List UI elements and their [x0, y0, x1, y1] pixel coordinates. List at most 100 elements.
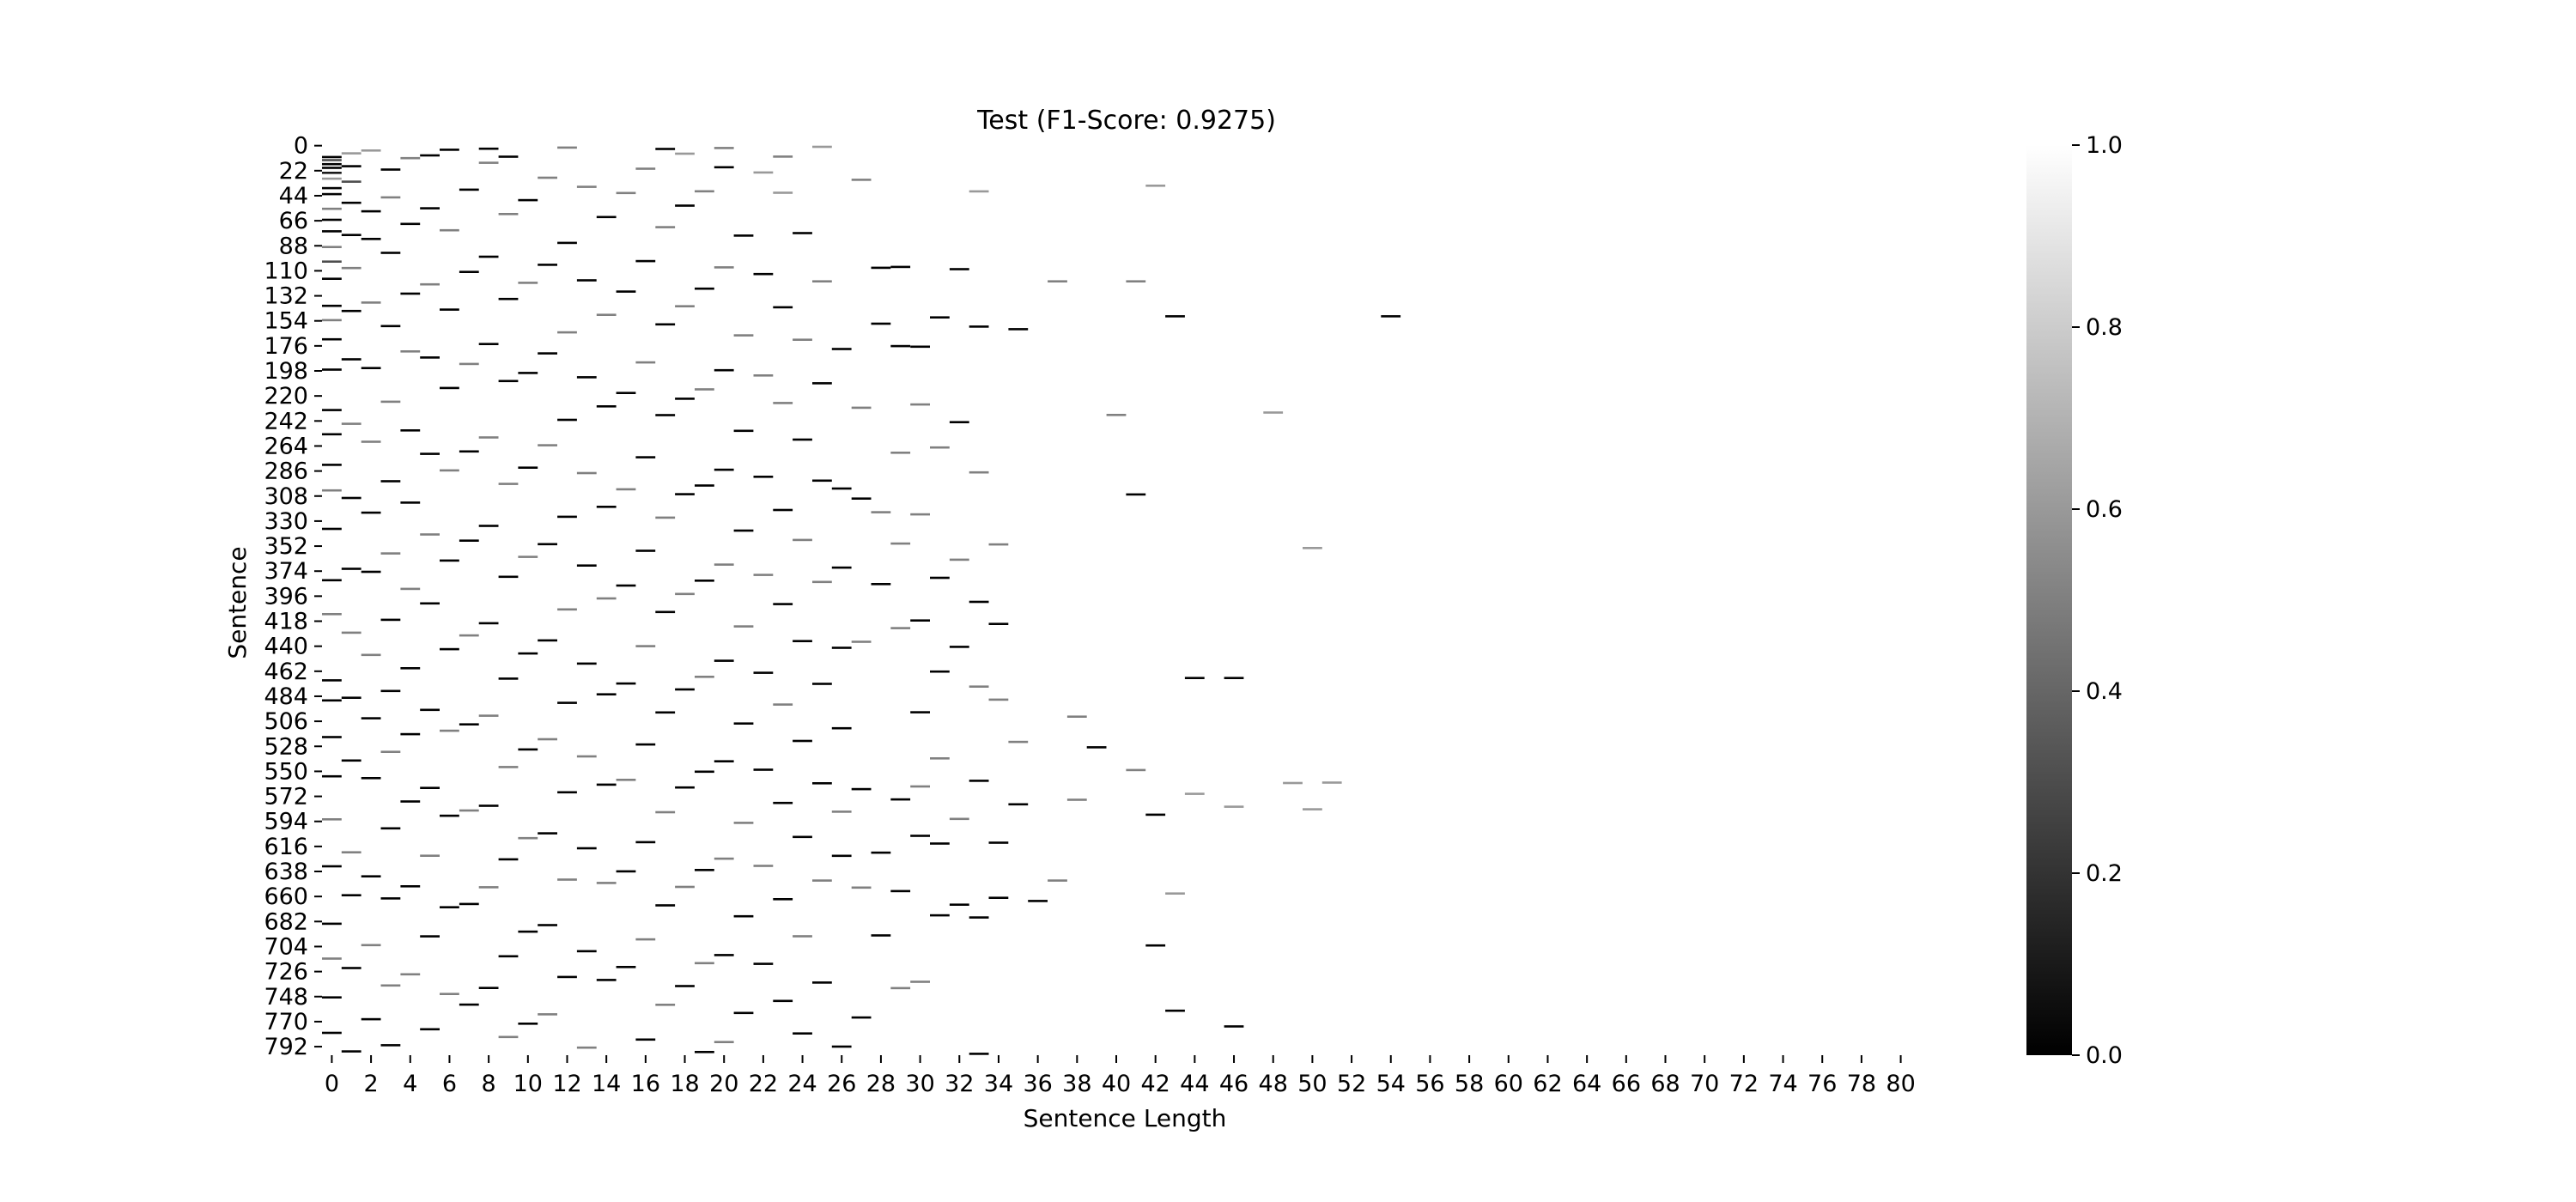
y-tick-label: 242	[264, 408, 308, 434]
colorbar-tick-label: 0.6	[2086, 496, 2123, 523]
x-tick-label: 4	[403, 1071, 417, 1097]
y-tick-label: 66	[279, 208, 308, 234]
heatmap-cell	[969, 916, 989, 919]
heatmap-cell	[498, 155, 519, 158]
heatmap-cell	[812, 981, 832, 984]
heatmap-cell	[1048, 280, 1067, 282]
heatmap-cell	[380, 897, 401, 900]
x-tick-label: 14	[592, 1071, 621, 1097]
heatmap-cell	[322, 162, 342, 166]
heatmap-cell	[695, 962, 714, 965]
y-tick-label: 330	[264, 508, 308, 535]
heatmap-cell	[322, 433, 342, 436]
heatmap-cell	[773, 999, 793, 1003]
heatmap-cell	[714, 266, 734, 269]
heatmap-cell	[538, 543, 557, 546]
heatmap-cell	[910, 711, 930, 713]
heatmap-cell	[322, 207, 342, 210]
x-tick-label: 34	[984, 1071, 1013, 1097]
heatmap-cell	[440, 993, 459, 995]
x-tick-label: 26	[827, 1071, 856, 1097]
heatmap-cell	[812, 683, 832, 685]
heatmap-cells	[322, 145, 1401, 1055]
heatmap-cell	[322, 818, 342, 821]
heatmap-cell	[538, 444, 557, 446]
heatmap-cell	[910, 785, 930, 788]
x-tick-label: 62	[1533, 1071, 1562, 1097]
heatmap-cell	[400, 885, 421, 888]
heatmap-cell	[361, 875, 381, 877]
heatmap-cell	[890, 798, 911, 801]
heatmap-cell	[714, 563, 734, 566]
heatmap-cell	[890, 344, 911, 348]
heatmap-cell	[538, 639, 557, 642]
heatmap-cell	[420, 356, 440, 359]
heatmap-cell	[949, 268, 969, 270]
heatmap-cell	[498, 955, 519, 958]
heatmap-cell	[440, 308, 459, 311]
heatmap-cell	[1263, 411, 1284, 414]
heatmap-cell	[890, 627, 911, 629]
heatmap-cell	[341, 358, 361, 361]
heatmap-cell	[341, 568, 361, 570]
heatmap-cell	[695, 676, 714, 678]
heatmap-cell	[322, 304, 342, 307]
heatmap-cell	[478, 986, 499, 989]
heatmap-cell	[1165, 892, 1185, 895]
heatmap-cell	[400, 292, 421, 295]
x-tick-label: 28	[866, 1071, 896, 1097]
x-tick-label: 50	[1297, 1071, 1327, 1097]
heatmap-cell	[420, 854, 440, 857]
y-tick-label: 638	[264, 859, 308, 885]
heatmap-cell	[675, 592, 695, 596]
heatmap-cell	[341, 851, 361, 853]
heatmap-cell	[851, 787, 872, 791]
heatmap-cell	[1145, 185, 1166, 187]
heatmap-cell	[1126, 280, 1146, 282]
heatmap-cell	[380, 750, 401, 753]
x-tick-label: 18	[670, 1071, 699, 1097]
heatmap-cell	[871, 583, 891, 586]
heatmap-cell	[793, 835, 812, 839]
heatmap-cell	[910, 513, 930, 516]
heatmap-cell	[380, 827, 401, 830]
heatmap-cell	[400, 429, 421, 432]
y-tick-label: 594	[264, 809, 308, 835]
heatmap-cell	[1106, 414, 1127, 416]
heatmap-cell	[831, 1045, 852, 1048]
x-tick-label: 76	[1807, 1071, 1837, 1097]
heatmap-cell	[675, 885, 695, 889]
x-tick-label: 16	[631, 1071, 660, 1097]
y-tick-label: 220	[264, 383, 308, 410]
heatmap-cell	[793, 1032, 812, 1035]
colorbar-ticks: 0.0 0.2 0.4 0.6 0.8 1.0	[2072, 132, 2123, 1069]
heatmap-cell	[459, 1003, 479, 1006]
heatmap-cell	[675, 398, 695, 400]
heatmap-cell	[616, 966, 636, 968]
y-tick-label: 682	[264, 908, 308, 935]
x-tick-label: 2	[364, 1071, 379, 1097]
heatmap-cell	[1184, 677, 1205, 679]
heatmap-cell	[695, 287, 714, 290]
x-tick-label: 8	[482, 1071, 496, 1097]
heatmap-cell	[675, 152, 695, 155]
heatmap-cell	[616, 779, 636, 781]
heatmap-cell	[400, 350, 421, 353]
heatmap-cell	[733, 722, 754, 725]
heatmap-cell	[361, 440, 381, 443]
heatmap-cell	[812, 580, 832, 584]
heatmap-cell	[576, 279, 597, 282]
heatmap-cell	[557, 146, 577, 149]
heatmap-cell	[1303, 547, 1322, 549]
heatmap-cell	[420, 282, 440, 286]
heatmap-cell	[616, 682, 636, 685]
heatmap-cell	[440, 647, 459, 651]
x-tick-label: 32	[945, 1071, 974, 1097]
heatmap-cell	[635, 841, 656, 844]
heatmap-cell	[1126, 493, 1146, 496]
y-tick-label: 132	[264, 283, 308, 310]
heatmap-cell	[930, 316, 950, 319]
heatmap-cell	[400, 800, 421, 803]
heatmap-cell	[341, 496, 361, 500]
heatmap-cell	[871, 851, 891, 854]
